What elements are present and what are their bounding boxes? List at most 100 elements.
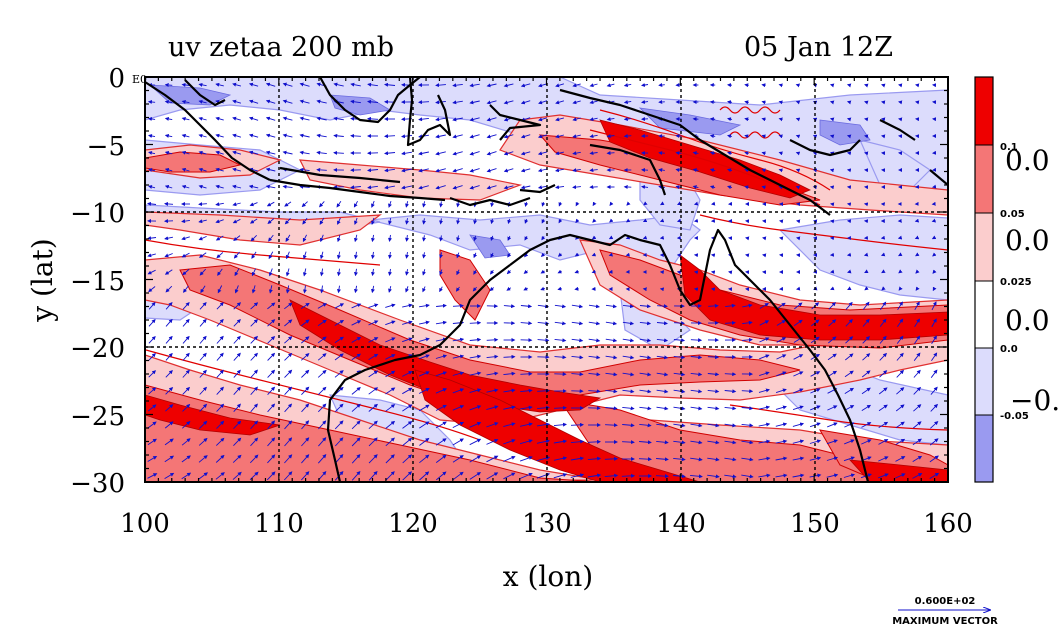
wind-vector [555,100,565,105]
wind-vector [250,369,258,378]
wind-vector [642,218,648,223]
wind-vector [657,304,668,309]
wind-vector [744,168,749,173]
wind-vector [591,235,597,240]
wind-vector [351,420,361,430]
wind-vector [775,405,787,410]
wind-vector [897,235,903,240]
wind-vector [588,389,601,394]
wind-vector [520,83,531,88]
wind-vector [589,117,598,122]
wind-vector [435,388,448,394]
wind-vector [299,99,310,104]
wind-vector [402,320,413,325]
wind-vector [793,371,804,377]
wind-vector [809,456,822,461]
wind-vector [418,151,429,156]
wind-vector [913,404,922,412]
wind-vector [570,456,585,461]
wind-vector [334,437,344,447]
wind-vector [847,269,852,274]
wind-vector [486,388,499,393]
wind-vector [452,354,465,359]
wind-vector [538,83,548,88]
wind-vector [827,422,838,428]
wind-vector [233,352,241,361]
wind-vector [744,117,749,122]
wind-vector [862,301,870,310]
wind-vector [250,386,258,395]
wind-vector [215,454,225,463]
wind-vector [913,352,921,361]
y-tick-5: −5 [87,132,125,162]
wind-vector [555,134,565,139]
wind-vector [353,285,358,294]
wind-vector [216,403,225,412]
wind-vector [486,405,499,411]
wind-vector [844,370,854,378]
wind-vector [575,201,580,207]
wind-vector [351,336,362,343]
wind-vector [727,117,733,122]
wind-vector [709,168,716,173]
wind-vector [656,457,669,462]
wind-vector [486,337,499,342]
wind-vector [285,234,291,242]
wind-vector [316,167,327,172]
wind-vector [248,150,259,155]
wind-vector [639,389,652,394]
y-axis-label: y (lat) [26,238,59,322]
wind-vector [333,82,344,87]
wind-vector [164,438,174,446]
wind-vector [148,370,157,378]
wind-vector [554,355,567,360]
wind-vector [232,82,242,87]
wind-vector [418,117,429,122]
wind-vector [282,184,293,189]
wind-vector [639,355,652,360]
wind-vector [384,151,396,156]
wind-vector [452,83,463,88]
wind-vector [148,286,156,293]
wind-vector [709,151,716,156]
wind-vector [164,99,173,104]
wind-vector [656,423,669,428]
wind-vector [350,185,361,190]
colorbar-swatch-2 [975,145,993,213]
wind-vector [932,269,937,274]
wind-vector [758,473,771,478]
wind-vector [589,100,598,105]
wind-vector [456,201,461,208]
wind-vector [570,422,584,427]
wind-vector [503,354,516,359]
wind-vector [368,353,379,360]
wind-vector [639,372,652,377]
wind-vector [439,235,444,242]
colorbar-swatch-4 [975,281,993,348]
wind-vector [724,372,737,377]
wind-vector [233,318,241,327]
wind-vector [792,439,805,444]
wind-vector [486,134,497,139]
wind-vector [523,269,528,274]
wind-vector [371,268,375,277]
wind-vector [419,320,430,325]
wind-vector [165,301,173,310]
wind-vector [490,201,495,208]
wind-vector [829,134,835,139]
wind-vector [929,472,940,479]
wind-vector [555,185,565,190]
wind-vector [385,420,396,429]
wind-vector [506,269,512,275]
wind-vector [642,235,648,240]
wind-vector [164,116,173,121]
wind-vector [914,318,920,328]
wind-vector [439,252,444,259]
wind-vector [898,269,903,274]
wind-vector [317,369,327,378]
wind-vector [456,252,461,259]
wind-vector [435,168,446,173]
wind-vector [182,421,191,429]
wind-vector [520,371,533,376]
wind-vector [506,286,512,291]
